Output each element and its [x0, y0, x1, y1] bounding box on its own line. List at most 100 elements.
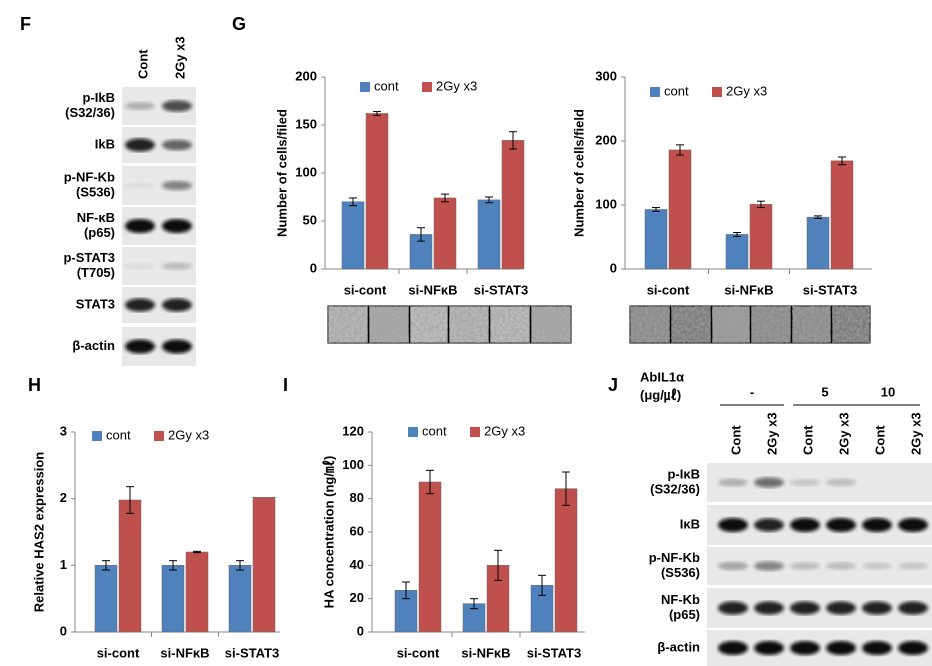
- x-tick-label: si-NFκB: [461, 645, 510, 660]
- x-tick-label: si-STAT3: [474, 282, 528, 297]
- blot-band: [754, 477, 784, 488]
- blot-label: IkB: [95, 136, 115, 151]
- lane-label: 2Gy x3: [836, 412, 851, 455]
- blot-label: (S536): [76, 184, 115, 199]
- blot-band: [125, 182, 155, 189]
- legend-swatch: [650, 87, 660, 97]
- lane-label: 2Gy x3: [172, 36, 187, 79]
- x-tick-label: si-STAT3: [225, 645, 279, 660]
- blot-label: p-IkB: [83, 90, 116, 105]
- error-bar: [102, 560, 110, 571]
- error-bar: [676, 144, 684, 156]
- blot-band: [125, 102, 155, 110]
- panel-letter: F: [20, 14, 31, 34]
- blot-label: (S32/36): [65, 105, 115, 120]
- y-tick-label: 150: [295, 116, 317, 131]
- blot-band: [790, 562, 820, 570]
- blot-label: (S32/36): [650, 481, 700, 496]
- legend-label: 2Gy x3: [726, 83, 767, 98]
- y-tick-label: 3: [60, 423, 67, 438]
- bar: [118, 499, 142, 633]
- blot-band: [862, 518, 892, 532]
- error-bar: [426, 469, 434, 495]
- error-bar: [193, 550, 201, 554]
- dose-label: 10: [881, 384, 895, 399]
- legend-swatch: [470, 427, 480, 437]
- micrographs: [327, 305, 871, 344]
- y-axis-title: Number of cells/filed: [274, 109, 289, 237]
- blot-band: [898, 562, 928, 570]
- legend-label: cont: [106, 427, 131, 442]
- bar: [185, 551, 209, 633]
- error-bar: [494, 549, 502, 581]
- legend-swatch: [422, 82, 432, 92]
- error-bar: [402, 581, 410, 600]
- x-tick-label: si-cont: [97, 645, 140, 660]
- panel-letter: H: [28, 375, 41, 395]
- bar: [433, 197, 457, 270]
- blot-band: [162, 139, 192, 151]
- y-tick-label: 0: [310, 260, 317, 275]
- x-tick-label: si-NFκB: [408, 282, 457, 297]
- blot-band: [754, 518, 784, 532]
- treatment-unit: (μg/㎕): [640, 387, 681, 403]
- error-bar: [562, 471, 570, 506]
- y-tick-label: 0: [60, 623, 67, 638]
- error-bar: [417, 227, 425, 242]
- error-bar: [814, 215, 822, 219]
- blot-band: [754, 601, 784, 615]
- blot-band: [826, 518, 856, 532]
- blot-label: p-STAT3: [63, 250, 115, 265]
- x-tick-label: si-STAT3: [527, 645, 581, 660]
- error-bar: [470, 598, 478, 610]
- blot-band: [162, 180, 192, 191]
- error-bar: [838, 156, 846, 166]
- bar: [806, 216, 830, 270]
- dose-label: -: [750, 384, 754, 399]
- bar: [644, 209, 668, 270]
- blot-band: [718, 561, 748, 571]
- blot-band: [718, 641, 748, 655]
- legend-swatch: [154, 431, 164, 441]
- legend-label: 2Gy x3: [484, 423, 525, 438]
- bar: [477, 199, 501, 270]
- blot-label: STAT3: [76, 296, 115, 311]
- error-bar: [509, 131, 517, 150]
- bar: [501, 140, 525, 270]
- y-tick-label: 40: [350, 557, 364, 572]
- blot-band: [718, 518, 748, 532]
- dose-label: 5: [821, 384, 828, 399]
- error-bar: [652, 207, 660, 212]
- y-tick-label: 0: [357, 623, 364, 638]
- bar: [94, 565, 118, 633]
- lane-label: Cont: [135, 49, 150, 79]
- y-tick-label: 100: [295, 164, 317, 179]
- bar: [228, 565, 252, 633]
- lane-label: Cont: [800, 425, 815, 455]
- error-bar: [441, 193, 449, 203]
- error-bar: [373, 111, 381, 116]
- blot-band: [790, 601, 820, 615]
- legend-swatch: [712, 87, 722, 97]
- bar: [252, 497, 276, 633]
- blot-label: β-actin: [72, 338, 115, 353]
- blot-band: [826, 601, 856, 615]
- blot-band: [898, 518, 928, 532]
- error-bar: [349, 197, 357, 207]
- y-tick-label: 50: [303, 212, 317, 227]
- x-tick-label: si-cont: [344, 282, 387, 297]
- blot-band: [790, 518, 820, 532]
- y-tick-label: 2: [60, 490, 67, 505]
- blot-label: (p65): [669, 607, 700, 622]
- error-bar: [236, 560, 244, 571]
- legend-label: cont: [422, 423, 447, 438]
- legend-swatch: [360, 82, 370, 92]
- error-bar: [538, 574, 546, 596]
- x-tick-label: si-NFκB: [160, 645, 209, 660]
- y-tick-label: 300: [595, 68, 617, 83]
- lane-label: Cont: [872, 425, 887, 455]
- bar: [365, 113, 389, 270]
- panel-letter: G: [232, 14, 246, 34]
- bar: [161, 565, 185, 633]
